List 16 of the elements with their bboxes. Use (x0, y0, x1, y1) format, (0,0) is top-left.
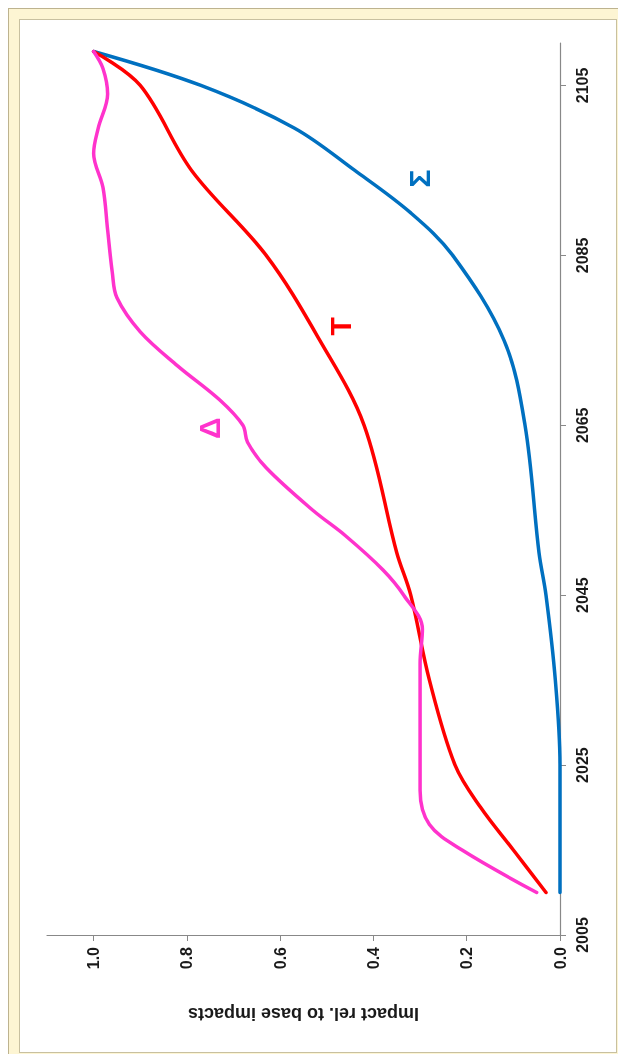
text: Δ (193, 417, 227, 440)
y-tick-label: 2105 (573, 67, 591, 104)
text: T (324, 317, 358, 336)
x-tick-label: 0.8 (178, 946, 196, 970)
y-tick-label: 2065 (573, 407, 591, 444)
x-tick-label: 0.4 (364, 946, 382, 970)
y-tick-label: 2085 (573, 237, 591, 274)
x-tick-label: 0.2 (458, 946, 476, 970)
y-tick-label: 2005 (573, 917, 591, 953)
x-tick-label: 1.0 (85, 946, 103, 970)
y-tick-label: 2045 (573, 577, 591, 613)
text: Σ (403, 169, 437, 188)
x-axis-title: Impact rel. to base impacts (187, 1004, 420, 1024)
x-tick-label: 0.0 (551, 946, 569, 970)
y-tick-label: 2025 (573, 747, 591, 783)
x-tick-label: 0.6 (271, 946, 289, 970)
